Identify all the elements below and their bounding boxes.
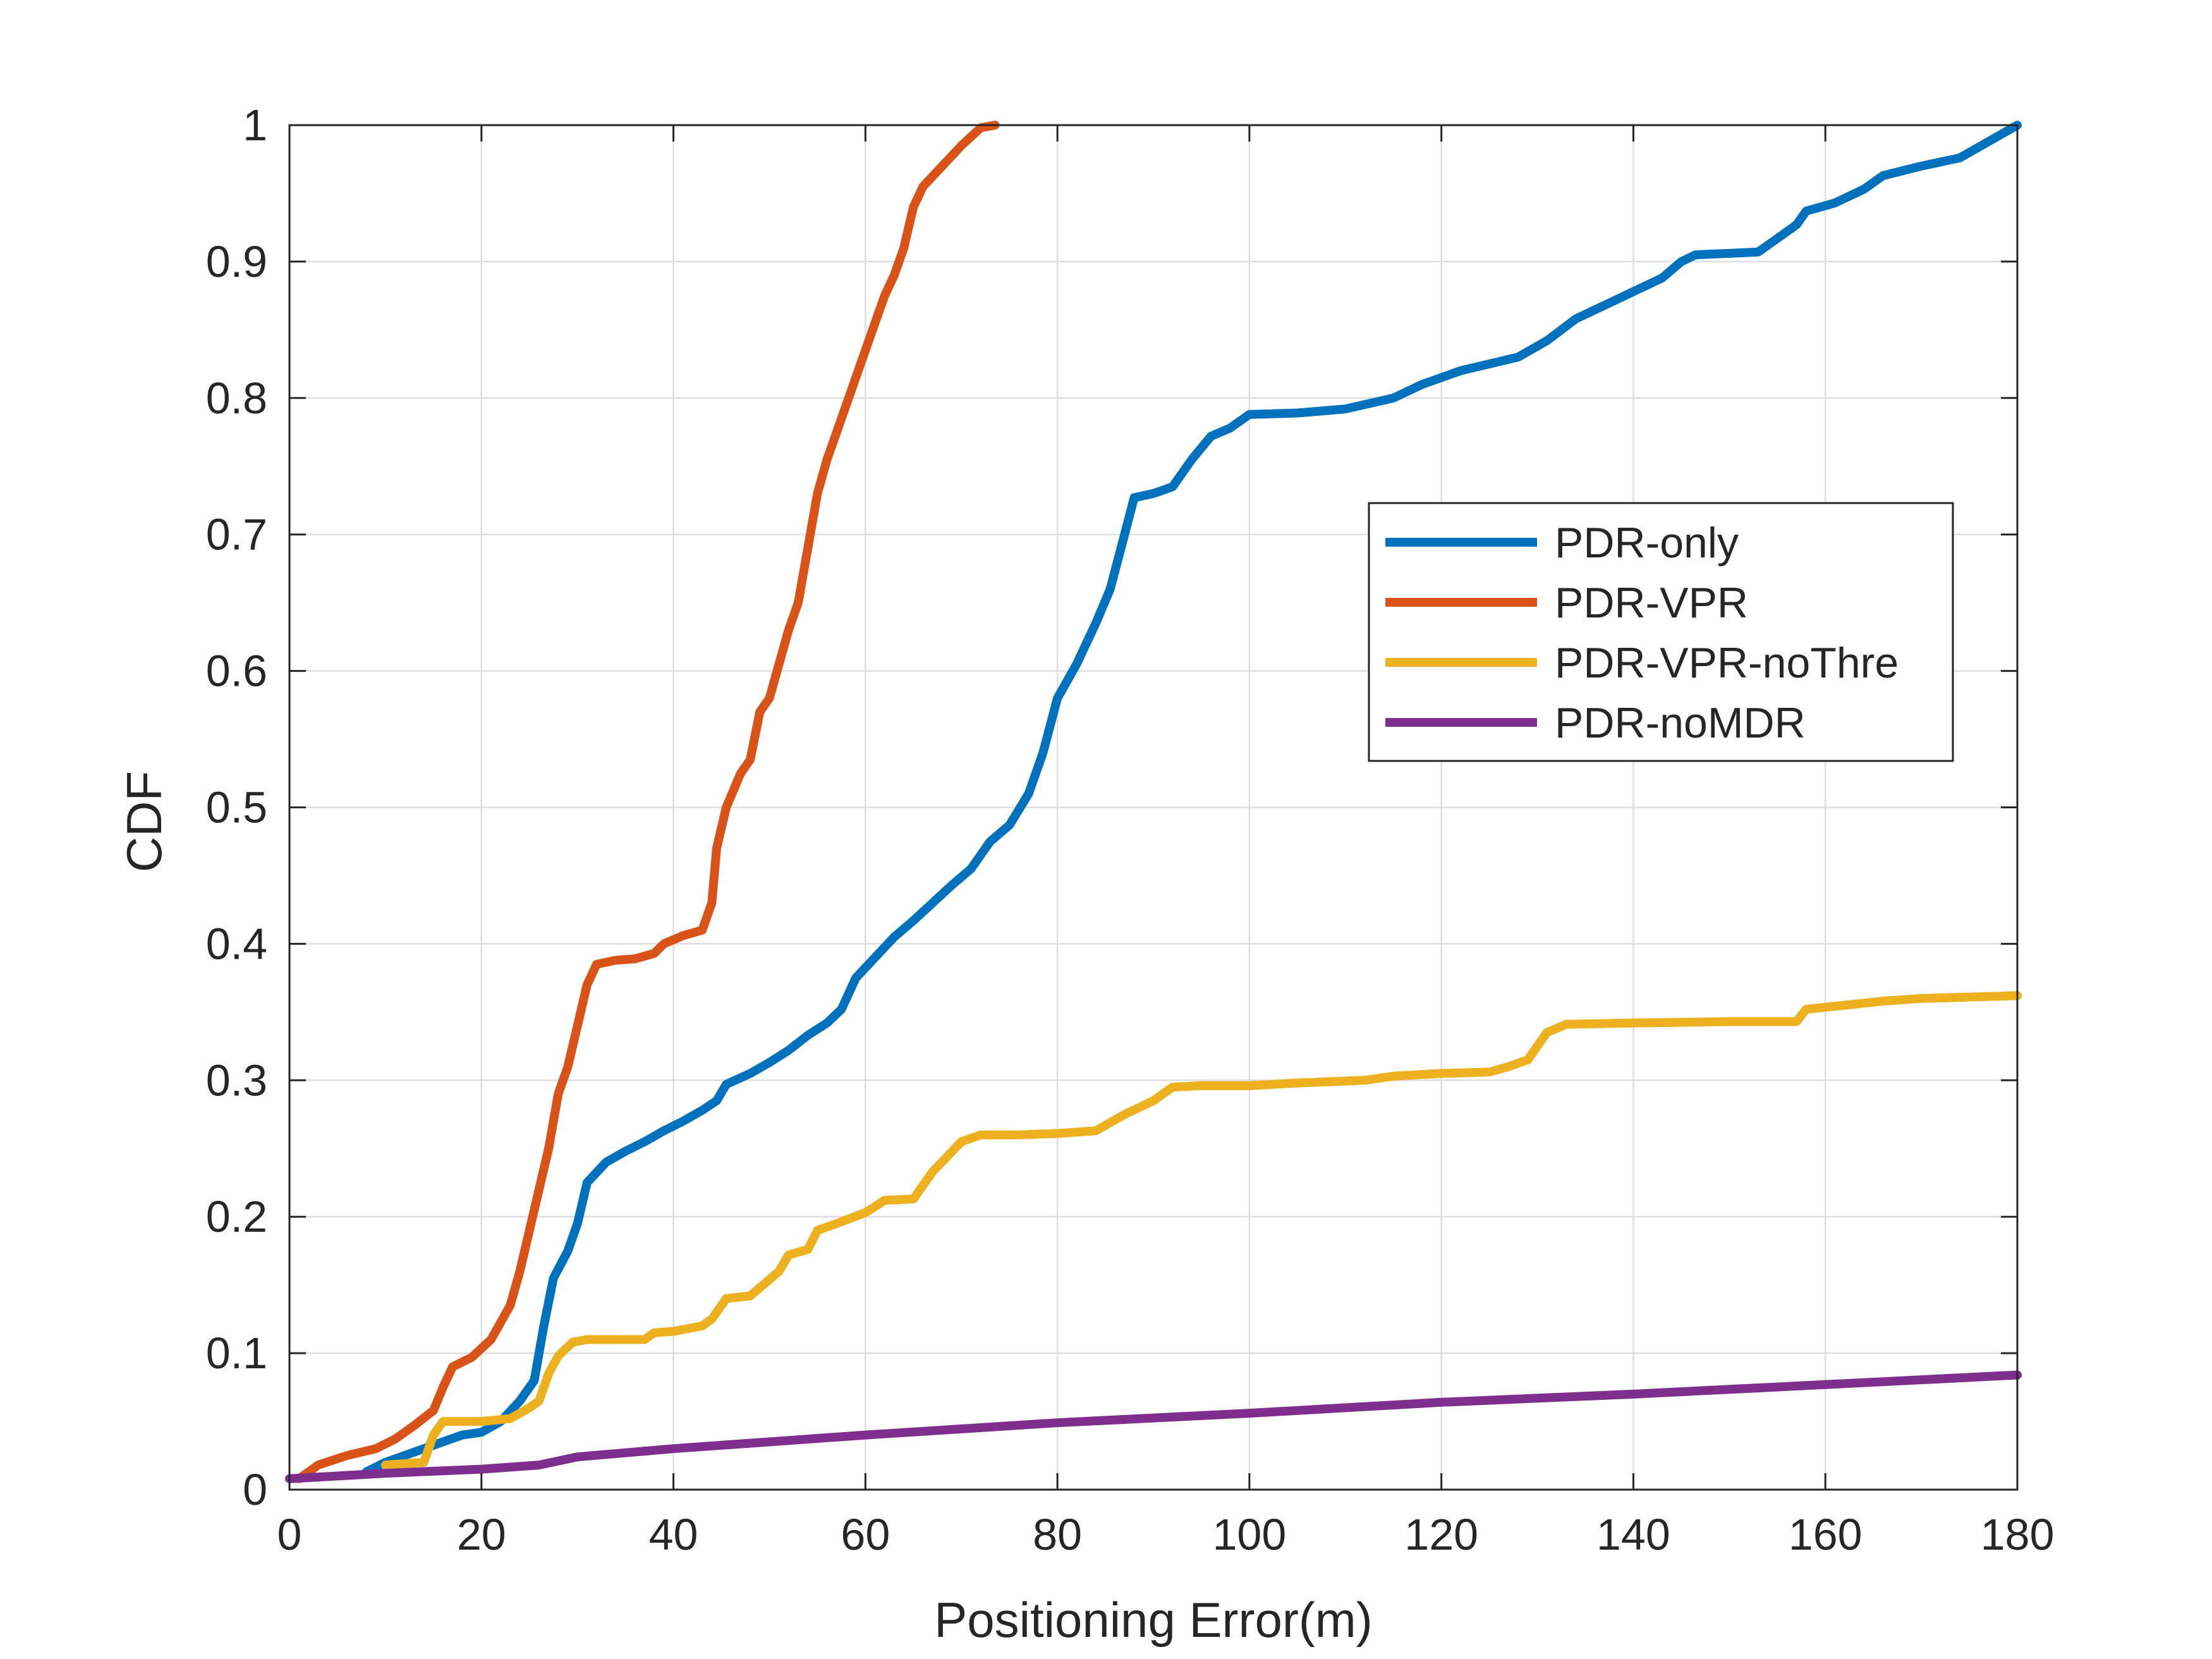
y-axis-label: CDF: [116, 771, 172, 872]
y-tick-label: 0.3: [206, 1055, 267, 1105]
x-tick-label: 120: [1404, 1510, 1478, 1559]
x-tick-label: 60: [841, 1510, 890, 1559]
x-tick-label: 140: [1596, 1510, 1670, 1559]
x-axis-label: Positioning Error(m): [934, 1592, 1373, 1648]
series-line-pdr-nomdr: [285, 1370, 2022, 1483]
series-line-pdr-vpr: [295, 121, 1000, 1483]
x-tick-label: 80: [1033, 1510, 1082, 1559]
series-group: [285, 121, 2022, 1483]
legend-label-pdr-nomdr: PDR-noMDR: [1555, 699, 1806, 747]
x-tick-label: 180: [1981, 1510, 2055, 1559]
x-tick-label: 40: [649, 1510, 698, 1559]
y-tick-label: 0.7: [206, 510, 267, 559]
y-tick-labels: 0 0.1 0.2 0.3 0.4 0.5 0.6 0.7 0.8 0.9 1: [206, 100, 267, 1514]
series-line-pdr-vpr-nothre: [380, 991, 2022, 1470]
y-tick-label: 0.2: [206, 1192, 267, 1241]
x-tick-label: 0: [277, 1510, 302, 1559]
y-tick-label: 0.9: [206, 237, 267, 286]
x-tick-label: 20: [457, 1510, 506, 1559]
series-line-pdr-only: [362, 121, 2022, 1476]
legend-label-pdr-vpr: PDR-VPR: [1555, 579, 1748, 627]
x-tick-label: 100: [1212, 1510, 1286, 1559]
x-tick-label: 160: [1789, 1510, 1863, 1559]
y-tick-label: 0: [243, 1465, 267, 1514]
tick-marks: [288, 124, 2019, 1491]
y-tick-label: 0.4: [206, 919, 267, 968]
legend-label-pdr-vpr-nothre: PDR-VPR-noThre: [1555, 639, 1899, 687]
y-tick-label: 0.5: [206, 783, 267, 832]
legend-label-pdr-only: PDR-only: [1555, 519, 1739, 567]
y-tick-label: 0.8: [206, 374, 267, 423]
y-tick-label: 1: [243, 100, 267, 150]
legend: PDR-only PDR-VPR PDR-VPR-noThre PDR-noMDR: [1368, 502, 1954, 762]
x-tick-labels: 0 20 40 60 80 100 120 140 160 180: [277, 1510, 2055, 1559]
y-tick-label: 0.1: [206, 1328, 267, 1378]
y-tick-label: 0.6: [206, 647, 267, 696]
